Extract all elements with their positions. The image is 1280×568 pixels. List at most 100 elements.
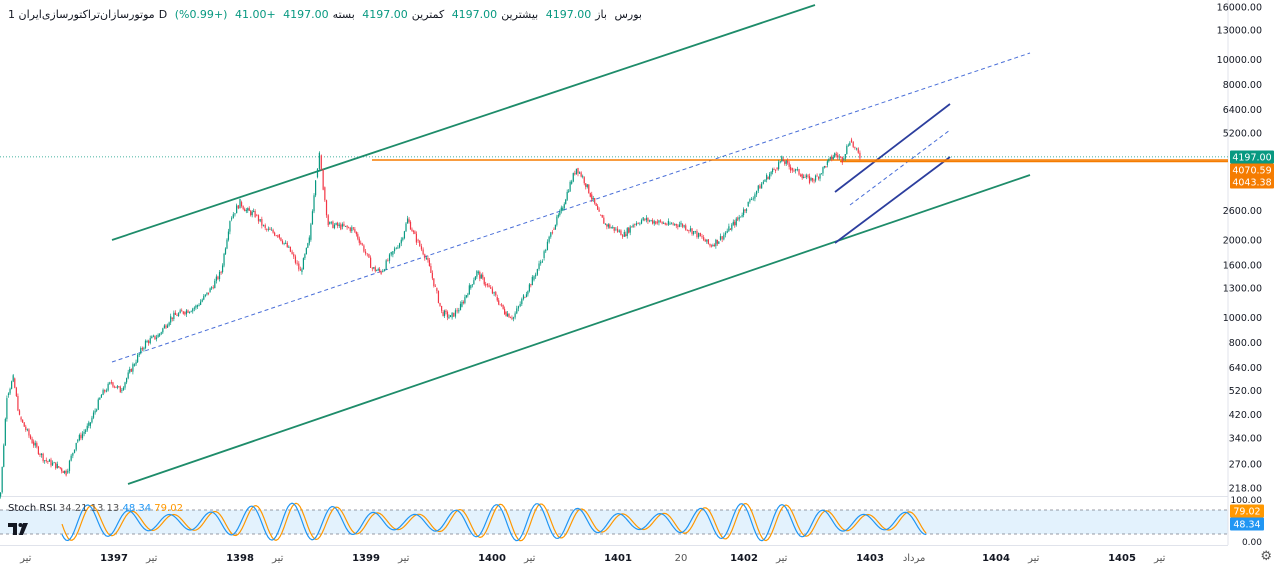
- small-channel-lower[interactable]: [834, 156, 951, 244]
- candle: [166, 323, 169, 328]
- candle: [138, 353, 140, 358]
- candle: [234, 213, 236, 217]
- dashed-mid-line[interactable]: [111, 52, 1031, 363]
- tradingview-logo-icon[interactable]: [6, 518, 32, 538]
- candle: [693, 231, 695, 236]
- candle: [18, 409, 21, 416]
- candle: [121, 388, 123, 394]
- legend-change: +41.00: [234, 8, 276, 21]
- candle: [583, 176, 585, 186]
- candle: [577, 167, 579, 177]
- candle: [149, 335, 151, 345]
- candle: [790, 164, 792, 173]
- rsi-tick-100: 100.00: [1231, 496, 1263, 506]
- candle: [402, 236, 404, 242]
- price-badge: [1230, 150, 1274, 164]
- time-axis-label: تیر: [271, 553, 284, 564]
- candle: [133, 363, 136, 367]
- candle: [461, 299, 463, 308]
- legend-close: 4197.00: [283, 8, 329, 21]
- time-axis-label: 1397: [100, 553, 128, 564]
- candle: [823, 165, 826, 169]
- channel-lower-line[interactable]: [127, 174, 1031, 485]
- candle: [409, 220, 412, 230]
- candle: [808, 173, 811, 185]
- candle: [28, 428, 30, 438]
- candle: [473, 277, 475, 285]
- candle: [521, 297, 523, 307]
- candle: [296, 260, 298, 266]
- candle: [299, 266, 302, 271]
- candle: [742, 207, 745, 218]
- candle: [723, 232, 725, 241]
- candle: [181, 308, 183, 312]
- candle: [291, 249, 293, 255]
- candle: [211, 286, 213, 290]
- candle: [807, 174, 809, 179]
- candle: [524, 296, 526, 298]
- candle: [686, 229, 688, 232]
- price-tick-label: 16000.00: [1217, 3, 1262, 14]
- candle: [127, 369, 129, 380]
- candle: [48, 458, 51, 462]
- candle: [80, 432, 82, 441]
- candle: [209, 287, 211, 293]
- candle: [379, 267, 381, 273]
- price-tick-label: 218.00: [1229, 484, 1262, 495]
- candle: [548, 235, 550, 244]
- channel-upper-line[interactable]: [111, 4, 816, 241]
- candle: [94, 408, 96, 415]
- candle: [99, 397, 101, 401]
- candle: [333, 223, 336, 230]
- time-axis-label: تیر: [19, 553, 32, 564]
- candle: [330, 221, 332, 225]
- candle: [311, 209, 314, 225]
- legend-open-label: باز: [595, 8, 607, 21]
- candle: [406, 215, 409, 224]
- settings-gear-icon[interactable]: ⚙: [1260, 549, 1272, 564]
- candle: [528, 283, 530, 293]
- candle: [374, 265, 376, 273]
- candle: [647, 217, 649, 225]
- candle: [516, 305, 518, 315]
- price-tick-label: 13000.00: [1217, 26, 1262, 37]
- legend-interval[interactable]: 1D: [8, 8, 168, 21]
- candle: [652, 218, 654, 225]
- candle: [248, 206, 250, 211]
- candle: [855, 147, 858, 151]
- candle: [656, 219, 658, 225]
- candle: [442, 310, 444, 317]
- candle: [615, 227, 617, 232]
- candle: [45, 457, 47, 463]
- candle: [177, 312, 180, 317]
- candle: [837, 152, 839, 160]
- candle: [852, 141, 854, 149]
- candle: [275, 234, 277, 237]
- candle: [637, 222, 639, 225]
- candle: [506, 310, 509, 317]
- candle: [798, 168, 800, 176]
- candle: [433, 278, 435, 288]
- candle: [731, 222, 733, 232]
- candle: [828, 158, 830, 163]
- price-tick-label: 1600.00: [1223, 260, 1262, 271]
- candle: [376, 269, 378, 272]
- legend-symbol: موتورسازان‌تراکتورسازی‌ایران: [18, 8, 155, 21]
- candle: [256, 213, 258, 217]
- candle: [168, 321, 170, 327]
- candle: [645, 215, 647, 223]
- candle: [764, 179, 766, 182]
- candle: [59, 467, 61, 470]
- candle: [155, 334, 158, 342]
- candle: [427, 255, 429, 263]
- small-channel-upper[interactable]: [834, 103, 951, 193]
- candle: [119, 385, 121, 393]
- candle: [622, 234, 624, 239]
- candle: [346, 224, 348, 230]
- candle: [192, 307, 194, 314]
- candle: [305, 247, 307, 255]
- candle: [575, 168, 578, 175]
- candle: [517, 305, 520, 312]
- candle: [569, 180, 571, 192]
